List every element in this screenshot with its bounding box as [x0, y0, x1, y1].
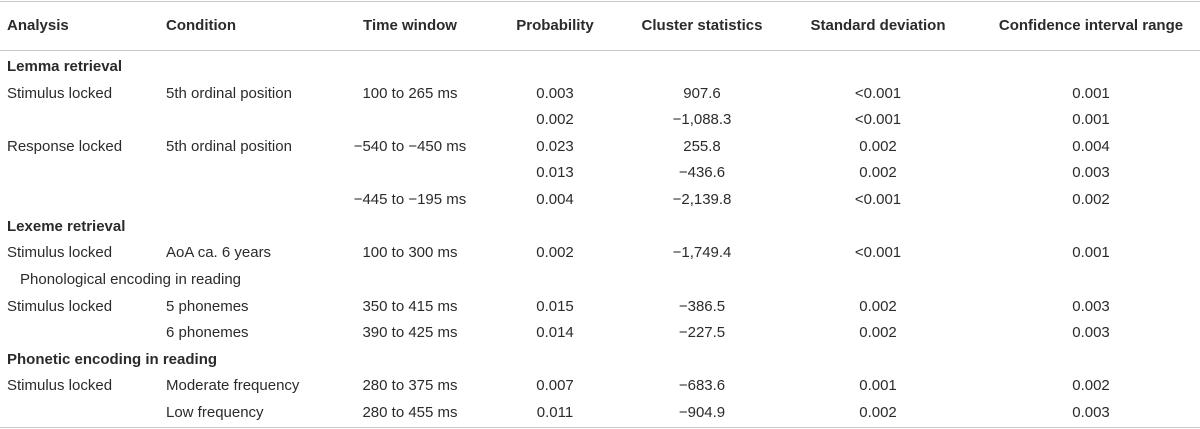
cell-time-window: 390 to 425 ms — [362, 324, 458, 341]
cell-standard-deviation: <0.001 — [854, 191, 902, 208]
cell-probability: 0.007 — [536, 377, 574, 394]
cell-standard-deviation: 0.002 — [859, 164, 897, 181]
section-title: Phonetic encoding in reading — [7, 351, 218, 368]
cell-confidence-interval-range: 0.003 — [1072, 404, 1110, 421]
cell-analysis: Stimulus locked — [7, 244, 113, 261]
section-heading-lexeme: Lexeme retrieval — [0, 214, 1200, 240]
table-row: Stimulus locked Moderate frequency 280 t… — [0, 373, 1200, 399]
cell-standard-deviation: <0.001 — [854, 111, 902, 128]
cell-time-window: −445 to −195 ms — [353, 191, 467, 208]
header-analysis: Analysis — [7, 17, 69, 34]
cell-cluster-statistics: −386.5 — [678, 298, 726, 315]
table-row: 6 phonemes 390 to 425 ms 0.014 −227.5 0.… — [0, 320, 1200, 346]
cell-probability: 0.002 — [536, 244, 574, 261]
section-title: Lexeme retrieval — [7, 218, 126, 235]
table-row: 0.002 −1,088.3 <0.001 0.001 — [0, 107, 1200, 133]
cell-standard-deviation: 0.001 — [859, 377, 897, 394]
top-rule — [0, 1, 1200, 2]
cell-probability: 0.015 — [536, 298, 574, 315]
cell-cluster-statistics: −1,749.4 — [672, 244, 732, 261]
table-row: Low frequency 280 to 455 ms 0.011 −904.9… — [0, 400, 1200, 426]
cell-standard-deviation: 0.002 — [859, 298, 897, 315]
cell-probability: 0.002 — [536, 111, 574, 128]
cell-confidence-interval-range: 0.001 — [1072, 85, 1110, 102]
cell-time-window: 100 to 300 ms — [362, 244, 458, 261]
table-row: Response locked 5th ordinal position −54… — [0, 134, 1200, 160]
cell-time-window: 350 to 415 ms — [362, 298, 458, 315]
cell-confidence-interval-range: 0.002 — [1072, 377, 1110, 394]
cell-cluster-statistics: −1,088.3 — [672, 111, 732, 128]
cell-analysis: Stimulus locked — [7, 298, 113, 315]
cell-cluster-statistics: −227.5 — [678, 324, 726, 341]
cell-probability: 0.023 — [536, 138, 574, 155]
cell-condition: Low frequency — [166, 404, 264, 421]
cell-condition: 5 phonemes — [166, 298, 249, 315]
cell-confidence-interval-range: 0.003 — [1072, 298, 1110, 315]
cell-time-window: 100 to 265 ms — [362, 85, 458, 102]
section-title: Phonological encoding in reading — [20, 271, 242, 288]
cell-cluster-statistics: 907.6 — [683, 85, 721, 102]
section-heading-phonological: Phonological encoding in reading — [0, 267, 1200, 293]
section-heading-lemma: Lemma retrieval — [0, 54, 1200, 80]
cell-time-window: 280 to 455 ms — [362, 404, 458, 421]
cell-condition: 5th ordinal position — [166, 85, 292, 102]
header-rule — [0, 50, 1200, 51]
cell-probability: 0.003 — [536, 85, 574, 102]
cell-probability: 0.013 — [536, 164, 574, 181]
cell-condition: 6 phonemes — [166, 324, 249, 341]
cell-confidence-interval-range: 0.003 — [1072, 164, 1110, 181]
header-row: Analysis Condition Time window Probabili… — [0, 13, 1200, 39]
cell-cluster-statistics: −436.6 — [678, 164, 726, 181]
cell-condition: 5th ordinal position — [166, 138, 292, 155]
cell-standard-deviation: 0.002 — [859, 324, 897, 341]
table-row: 0.013 −436.6 0.002 0.003 — [0, 160, 1200, 186]
header-probability: Probability — [516, 17, 594, 34]
cell-confidence-interval-range: 0.002 — [1072, 191, 1110, 208]
section-heading-phonetic: Phonetic encoding in reading — [0, 347, 1200, 373]
bottom-rule — [0, 427, 1200, 428]
cell-cluster-statistics: −2,139.8 — [672, 191, 732, 208]
header-confidence-interval-range: Confidence interval range — [998, 17, 1184, 34]
table-row: −445 to −195 ms 0.004 −2,139.8 <0.001 0.… — [0, 187, 1200, 213]
cell-probability: 0.011 — [536, 404, 574, 421]
header-condition: Condition — [166, 17, 236, 34]
cell-confidence-interval-range: 0.004 — [1072, 138, 1110, 155]
cell-cluster-statistics: 255.8 — [683, 138, 721, 155]
cell-standard-deviation: <0.001 — [854, 244, 902, 261]
cell-condition: Moderate frequency — [166, 377, 300, 394]
header-time-window: Time window — [363, 17, 457, 34]
cell-standard-deviation: 0.002 — [859, 404, 897, 421]
cell-cluster-statistics: −683.6 — [678, 377, 726, 394]
cell-time-window: −540 to −450 ms — [353, 138, 467, 155]
cell-time-window: 280 to 375 ms — [362, 377, 458, 394]
section-title: Lemma retrieval — [7, 58, 123, 75]
table-row: Stimulus locked AoA ca. 6 years 100 to 3… — [0, 240, 1200, 266]
cell-confidence-interval-range: 0.001 — [1072, 244, 1110, 261]
cell-cluster-statistics: −904.9 — [678, 404, 726, 421]
cell-confidence-interval-range: 0.001 — [1072, 111, 1110, 128]
cell-confidence-interval-range: 0.003 — [1072, 324, 1110, 341]
table-row: Stimulus locked 5 phonemes 350 to 415 ms… — [0, 294, 1200, 320]
cell-probability: 0.004 — [536, 191, 574, 208]
cell-probability: 0.014 — [536, 324, 574, 341]
table-row: Stimulus locked 5th ordinal position 100… — [0, 81, 1200, 107]
cell-condition: AoA ca. 6 years — [166, 244, 272, 261]
cell-analysis: Stimulus locked — [7, 85, 113, 102]
cell-standard-deviation: 0.002 — [859, 138, 897, 155]
cell-analysis: Stimulus locked — [7, 377, 113, 394]
header-standard-deviation: Standard deviation — [810, 17, 946, 34]
cell-analysis: Response locked — [7, 138, 123, 155]
cell-standard-deviation: <0.001 — [854, 85, 902, 102]
header-cluster-statistics: Cluster statistics — [641, 17, 763, 34]
